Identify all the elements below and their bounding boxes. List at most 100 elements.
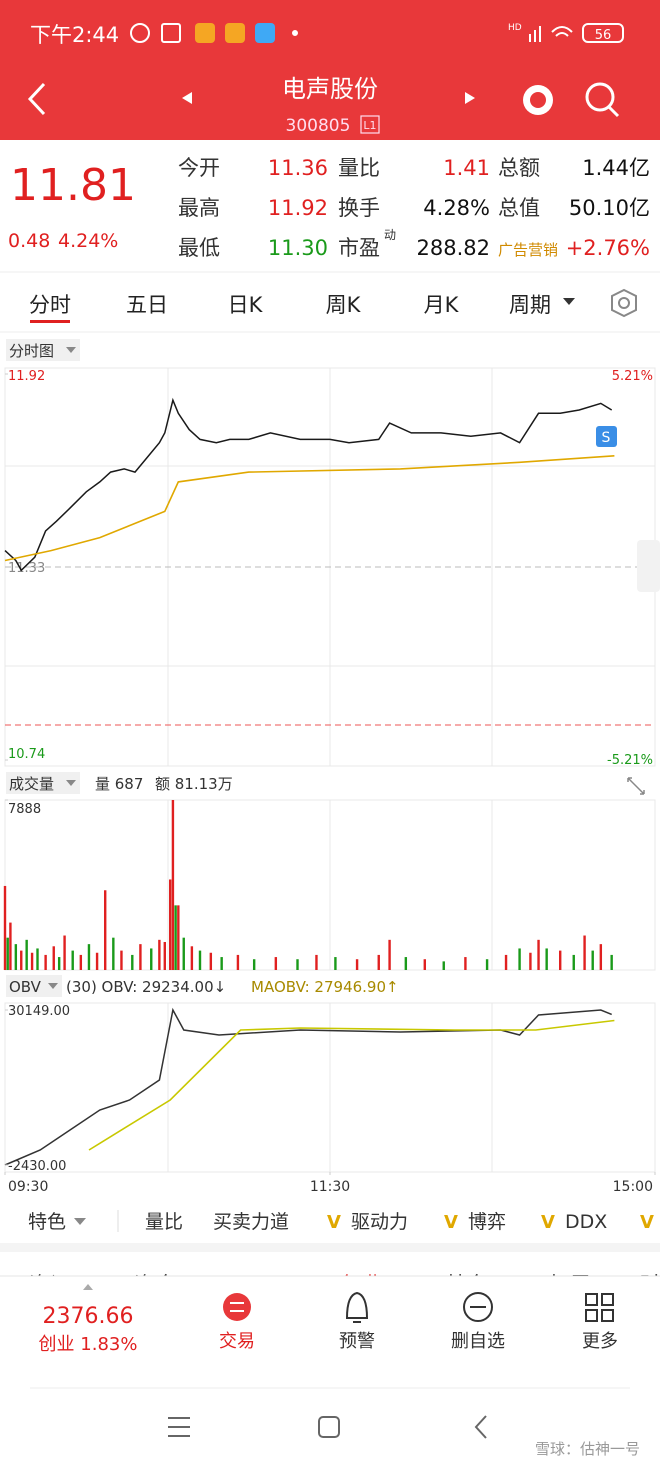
volume-bar xyxy=(355,959,359,970)
prev-stock[interactable] xyxy=(182,92,192,104)
volume-bar xyxy=(158,939,161,970)
volume-bar xyxy=(79,954,83,970)
volume-bar xyxy=(583,935,586,970)
more-icon[interactable] xyxy=(585,1293,614,1322)
index-value[interactable]: 2376.66 xyxy=(43,1304,134,1329)
x-tick-label: 11:30 xyxy=(310,1179,350,1195)
volume-bar xyxy=(404,957,408,970)
tab[interactable]: 周期 xyxy=(509,293,551,317)
volume-bar xyxy=(545,948,548,970)
quote-value: 50.10亿 xyxy=(569,196,650,220)
volume-bar xyxy=(572,954,575,970)
tab[interactable]: 五日 xyxy=(126,293,168,317)
quote-label: 量比 xyxy=(338,156,380,180)
y-tick-label: 7888 xyxy=(8,802,41,817)
next-stock[interactable] xyxy=(465,92,475,104)
quote-label: 市盈 xyxy=(338,236,380,260)
quote-label: 最高 xyxy=(178,196,220,220)
change: 0.48 xyxy=(8,230,50,252)
header-bg xyxy=(0,0,660,140)
volume-bar xyxy=(177,905,180,970)
dropdown-arrow xyxy=(74,1218,86,1225)
tab[interactable]: 分时 xyxy=(29,293,71,317)
nav-item[interactable]: 更多 xyxy=(582,1331,618,1352)
obv-value: (30) OBV: 29234.00↓ xyxy=(66,978,226,996)
quote-value: 1.41 xyxy=(443,156,490,180)
volume-bar xyxy=(220,957,223,970)
quote-value: 4.28% xyxy=(423,196,490,220)
quote-label: 广告营销 xyxy=(498,241,558,259)
volume-label: 成交量 xyxy=(9,775,54,793)
obv-label: OBV xyxy=(9,978,42,996)
expand-icon[interactable] xyxy=(627,777,645,795)
volume-bar xyxy=(36,948,39,970)
last-price: 11.81 xyxy=(10,160,136,211)
status-time: 下午2:44 xyxy=(30,23,119,47)
chart-label-bg[interactable] xyxy=(6,975,62,997)
nav-item[interactable]: 删自选 xyxy=(451,1331,505,1352)
tab[interactable]: 月K xyxy=(424,293,460,317)
volume-bar xyxy=(139,944,142,970)
search-icon[interactable] xyxy=(585,82,620,118)
s-marker[interactable] xyxy=(596,426,617,447)
volume-value: 量 687 xyxy=(95,775,143,793)
volume-bar xyxy=(442,961,445,970)
volume-bar xyxy=(423,959,426,970)
volume-bar xyxy=(95,952,99,970)
quote-value: 288.82 xyxy=(417,236,490,260)
volume-bar xyxy=(190,946,194,970)
system-nav[interactable] xyxy=(168,1415,487,1439)
indicator-tab[interactable]: 买卖力道 xyxy=(213,1211,289,1233)
chart-label-bg[interactable] xyxy=(6,772,80,794)
pct-label: -5.21% xyxy=(607,753,653,768)
volume-bar xyxy=(52,946,55,970)
up-arrow xyxy=(83,1284,93,1290)
tab[interactable]: 日K xyxy=(228,293,264,317)
indicator-tab[interactable]: 特色 xyxy=(28,1211,66,1233)
quote-label: 换手 xyxy=(338,196,380,220)
volume-bar xyxy=(529,952,532,970)
quote-label: 总额 xyxy=(498,156,540,180)
alert-icon[interactable] xyxy=(345,1291,369,1323)
volume-bar xyxy=(464,957,467,970)
volume-bar xyxy=(25,939,28,970)
volume-bar xyxy=(174,905,177,970)
trade-icon[interactable] xyxy=(223,1293,251,1321)
index-name[interactable]: 创业 1.83% xyxy=(39,1334,138,1355)
x-tick-label: 15:00 xyxy=(613,1179,653,1195)
tab[interactable]: 周K xyxy=(326,293,362,317)
maobv-value: MAOBV: 27946.90↑ xyxy=(251,978,399,996)
volume-bar xyxy=(610,954,613,970)
side-handle[interactable] xyxy=(637,540,660,592)
quote-label: 最低 xyxy=(178,236,220,260)
volume-bar xyxy=(537,939,540,970)
tab-underline xyxy=(30,320,70,323)
y-tick-label: -2430.00 xyxy=(8,1159,66,1174)
quote-value: 1.44亿 xyxy=(582,156,650,180)
volume-bar xyxy=(9,922,12,970)
volume-bar xyxy=(182,937,185,970)
volume-bar xyxy=(57,957,61,970)
y-tick-label: 11.92 xyxy=(8,369,45,384)
settings-icon[interactable] xyxy=(611,288,637,318)
chart-label-bg[interactable] xyxy=(6,339,80,361)
volume-bar xyxy=(104,890,107,970)
volume-chart: 7888 xyxy=(3,799,656,971)
nav-item[interactable]: 交易 xyxy=(219,1331,255,1352)
stock-title: 电声股份 xyxy=(282,75,378,103)
indicator-tab[interactable]: DDX xyxy=(565,1211,607,1233)
nav-item[interactable]: 预警 xyxy=(339,1331,375,1352)
indicator-tab[interactable]: 博弈 xyxy=(468,1211,506,1233)
s-marker-text: S xyxy=(602,430,611,446)
volume-bar xyxy=(30,952,34,970)
volume-bar xyxy=(20,950,23,970)
dropdown-arrow xyxy=(66,347,76,353)
volume-bar xyxy=(315,954,318,970)
indicator-tab[interactable]: 量比 xyxy=(145,1211,183,1233)
back-button[interactable] xyxy=(27,82,46,116)
remove-icon[interactable] xyxy=(463,1292,493,1322)
robot-icon[interactable] xyxy=(523,85,553,115)
volume-bar xyxy=(6,937,9,970)
indicator-tab[interactable]: 驱动力 xyxy=(351,1211,408,1233)
volume-bar xyxy=(591,950,594,970)
